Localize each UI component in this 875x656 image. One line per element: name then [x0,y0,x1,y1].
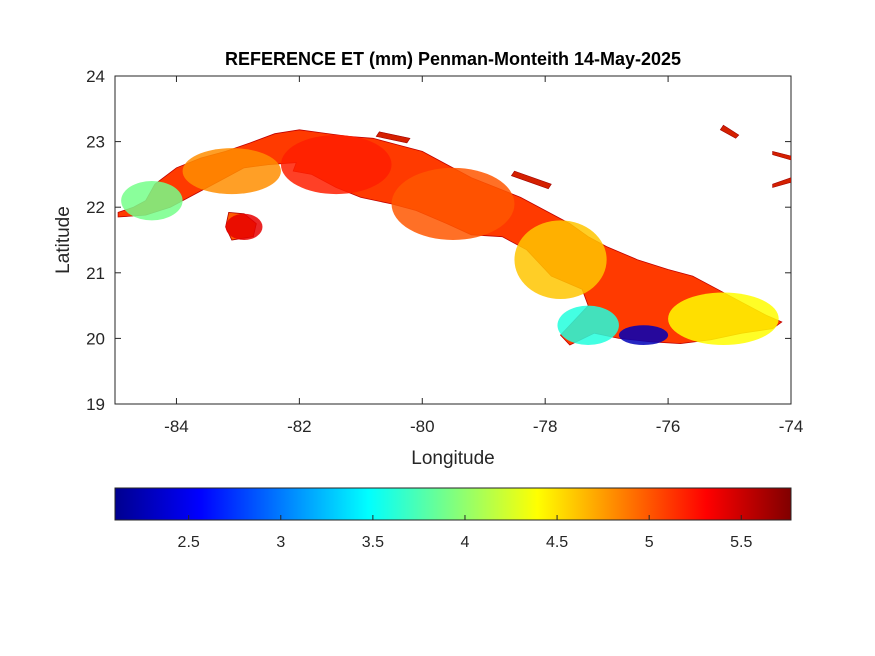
x-tick-label: -74 [779,417,804,436]
colorbar-tick-label: 3.5 [362,534,384,551]
colorbar-tick-label: 4.5 [546,534,568,551]
y-tick-label: 22 [86,198,105,217]
colorbar-tick-label: 3 [276,534,285,551]
et-value-patch [182,148,281,195]
y-tick-label: 23 [86,133,105,152]
et-value-patch [668,292,779,345]
cay-shape [772,151,791,161]
colorbar-tick-label: 5 [645,534,654,551]
x-tick-label: -76 [656,417,681,436]
x-axis-label: Longitude [411,448,494,469]
colorbar-tick-label: 4 [461,534,470,551]
cay-shape [772,177,791,188]
colorbar-tick-label: 2.5 [178,534,200,551]
chart-title: REFERENCE ET (mm) Penman-Monteith 14-May… [225,49,681,69]
x-tick-label: -82 [287,417,312,436]
et-value-patch [514,220,607,300]
y-axis-ticks: 19 20 21 22 23 24 [86,67,791,414]
y-tick-label: 19 [86,395,105,414]
cay-shape [510,170,552,190]
et-value-patch [225,213,263,241]
et-value-patch [280,135,392,195]
y-tick-label: 21 [86,264,105,283]
et-value-patch [121,180,183,221]
x-tick-label: -78 [533,417,558,436]
y-tick-label: 20 [86,329,105,348]
et-value-patch [618,325,669,345]
colorbar [114,487,792,521]
cay-shape [375,131,411,144]
x-tick-label: -80 [410,417,435,436]
y-tick-label: 24 [86,67,105,86]
x-axis-ticks: -84 -82 -80 -78 -76 -74 [164,76,803,436]
colorbar-tick-label: 5.5 [730,534,752,551]
cay-shape [719,124,740,139]
et-value-patch [391,167,515,240]
y-axis-label: Latitude [53,206,74,274]
x-tick-label: -84 [164,417,189,436]
colorbar-ticks: 2.5 3 3.5 4 4.5 5 5.5 [178,515,752,551]
et-value-patch [557,305,619,345]
island-map [117,124,791,346]
